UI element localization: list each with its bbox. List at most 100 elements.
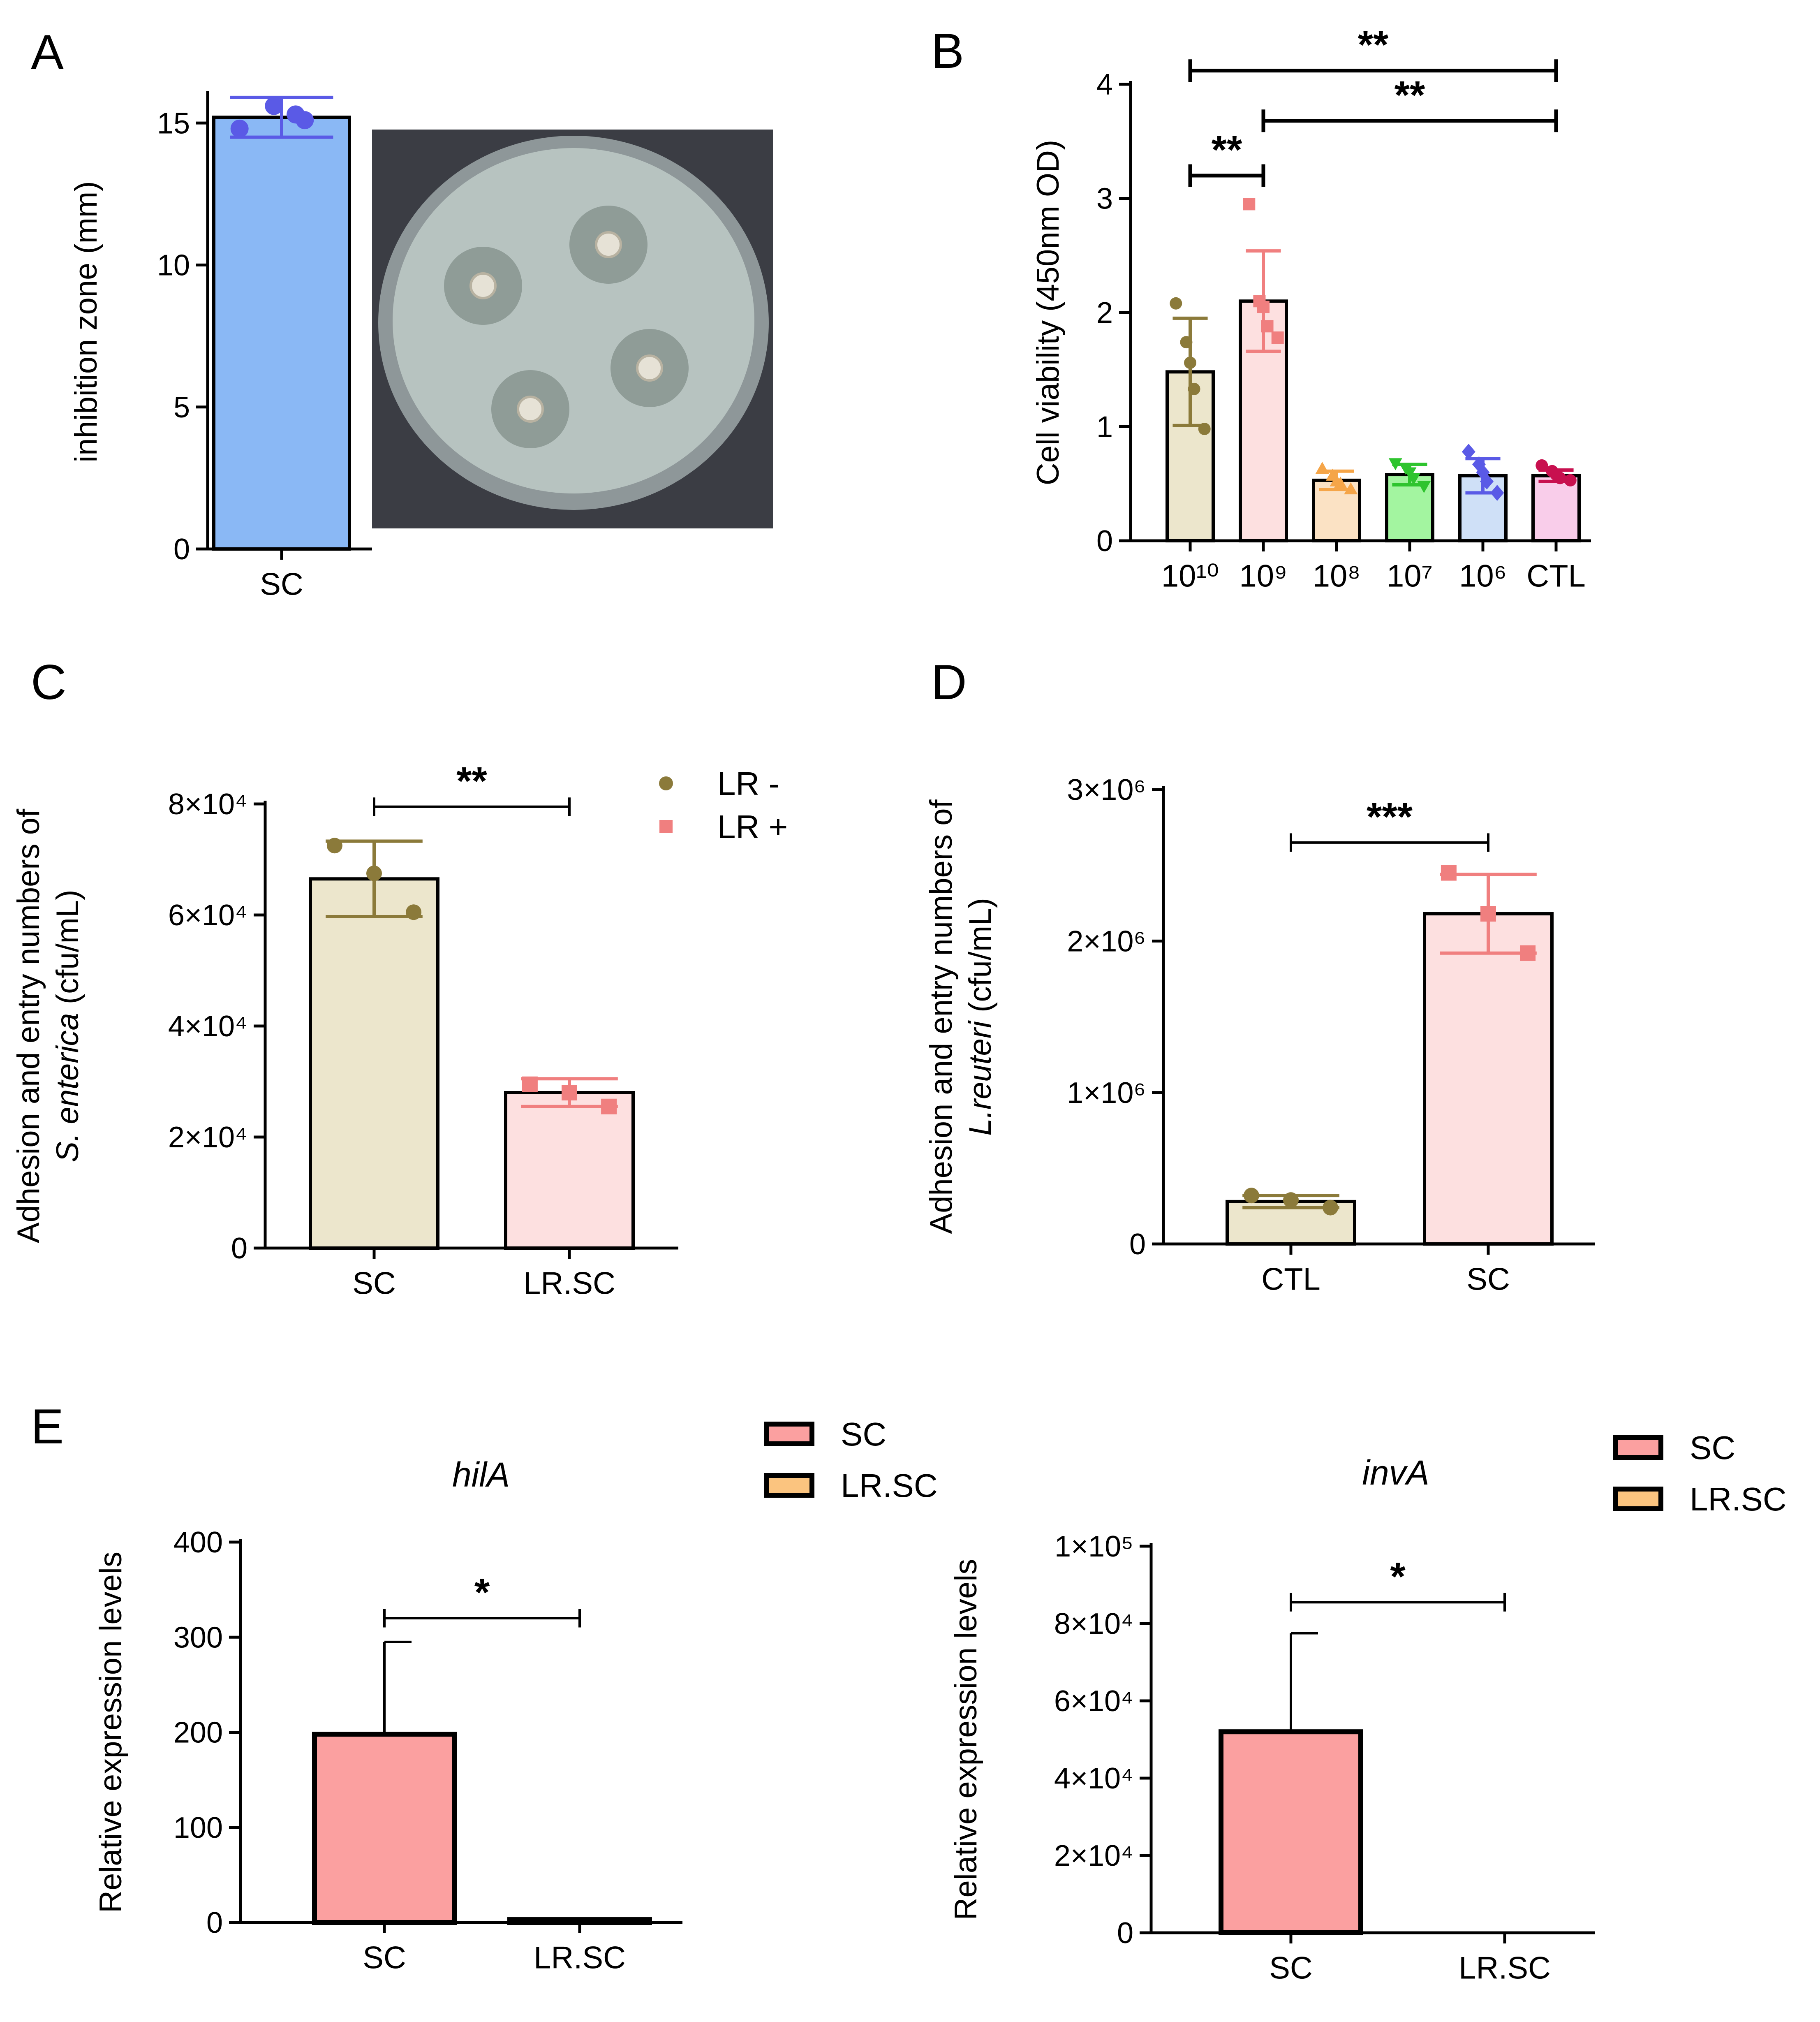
y-tick-label: 4×10⁴ <box>168 1010 247 1043</box>
data-point <box>1334 477 1348 489</box>
y-tick-label: 2×10⁴ <box>1054 1839 1133 1872</box>
data-point <box>1180 336 1193 349</box>
bar <box>1219 1729 1363 1936</box>
y-axis-label: Relative expression levels <box>93 1552 128 1913</box>
chart-hila-expression: 0 100 200 300 400 SC LR.SC Relative expression … <box>93 1416 938 1976</box>
y-tick-label: 300 <box>173 1621 223 1654</box>
y-tick-label: 0 <box>1117 1917 1133 1950</box>
y-tick-label: 2×10⁶ <box>1067 925 1146 958</box>
y-tick-label: 4 <box>1096 68 1113 101</box>
x-tick-label: CTL <box>1526 559 1586 594</box>
y-axis-label: Relative expression levels <box>948 1559 983 1920</box>
y-tick-label: 4×10⁴ <box>1054 1762 1133 1795</box>
well <box>469 272 497 299</box>
y-axis-label: Cell viability (450nm OD) <box>1031 140 1066 485</box>
significance-label: * <box>474 1570 490 1614</box>
x-tick-label: SC <box>363 1941 406 1976</box>
data-point <box>1520 945 1536 961</box>
data-point <box>1407 473 1421 485</box>
x-tick-label: CTL <box>1261 1262 1320 1297</box>
bar <box>309 877 439 1250</box>
chart-title: hilA <box>452 1455 510 1494</box>
y-tick-label: 3 <box>1096 183 1113 215</box>
legend-swatch <box>1613 1487 1663 1511</box>
data-point <box>1261 320 1274 333</box>
y-tick-label: 8×10⁴ <box>1054 1607 1133 1640</box>
panel-letter-d: D <box>931 655 967 710</box>
x-tick-label: 10¹⁰ <box>1161 559 1219 594</box>
data-point <box>562 1085 577 1100</box>
data-point <box>1536 459 1548 472</box>
y-tick-label: 0 <box>206 1906 223 1939</box>
data-point <box>296 111 314 130</box>
chart-s-enterica-adhesion: 0 2×10⁴ 4×10⁴ 6×10⁴ 8×10⁴ SC LR.SC Adhesion and… <box>11 759 788 1301</box>
y-axis-label-species: S. enterica <box>50 1013 85 1162</box>
legend-marker <box>659 820 673 833</box>
x-tick-label: 10⁷ <box>1387 559 1433 594</box>
y-tick-label: 0 <box>231 1232 247 1265</box>
data-point <box>1480 906 1496 922</box>
x-tick-label: LR.SC <box>1459 1951 1551 1986</box>
bar <box>312 1732 457 1925</box>
x-tick-label: 10⁸ <box>1313 559 1361 594</box>
legend-label: LR - <box>717 765 779 802</box>
significance-label: * <box>1390 1554 1406 1598</box>
data-point <box>1243 1188 1259 1204</box>
data-point <box>265 97 283 115</box>
x-tick-label: LR.SC <box>534 1941 626 1976</box>
data-point <box>1323 1200 1339 1216</box>
y-tick-label: 15 <box>157 107 190 140</box>
panel-letter-a: A <box>31 25 64 80</box>
data-point <box>230 119 249 138</box>
data-point <box>326 838 342 854</box>
x-tick-label: SC <box>1466 1262 1510 1297</box>
data-point <box>366 865 382 881</box>
legend-swatch <box>764 1422 814 1446</box>
legend-label: LR.SC <box>841 1467 938 1504</box>
y-tick-label: 8×10⁴ <box>168 788 247 821</box>
data-point <box>1480 473 1494 490</box>
y-tick-label: 5 <box>173 391 190 424</box>
well <box>636 354 663 382</box>
y-tick-label: 2 <box>1096 296 1113 329</box>
chart-inhibition-zone: 0 5 10 15 SC inhibition zone (mm) <box>69 91 773 602</box>
data-point <box>1344 482 1358 495</box>
significance-label: ** <box>1358 23 1389 67</box>
y-axis-label-species: L.reuteri <box>963 1020 998 1136</box>
petri-dish-agar <box>393 148 754 493</box>
data-point <box>1554 472 1566 484</box>
data-point <box>1188 382 1200 395</box>
significance-label: *** <box>1367 795 1413 839</box>
legend-swatch <box>764 1473 814 1498</box>
y-tick-label: 6×10⁴ <box>168 899 247 932</box>
y-tick-label: 200 <box>173 1716 223 1749</box>
y-axis-label-line2: S. enterica (cfu/mL) <box>50 889 85 1162</box>
data-point <box>601 1098 617 1114</box>
legend-label: LR + <box>717 808 788 845</box>
data-point <box>1490 484 1504 501</box>
y-axis-label-line1: Adhesion and entry numbers of <box>924 799 959 1234</box>
y-axis-label-unit: (cfu/mL) <box>963 898 998 1021</box>
y-tick-label: 2×10⁴ <box>168 1121 247 1154</box>
bar <box>504 1091 635 1250</box>
y-tick-label: 100 <box>173 1811 223 1844</box>
legend-label: SC <box>841 1416 886 1452</box>
x-tick-label: SC <box>352 1266 396 1301</box>
data-point <box>1271 331 1284 344</box>
data-point <box>1198 423 1211 435</box>
y-tick-label: 3×10⁶ <box>1067 774 1146 806</box>
data-point <box>1564 474 1577 486</box>
y-tick-label: 400 <box>173 1526 223 1559</box>
x-tick-label: SC <box>260 567 303 602</box>
data-point <box>406 904 422 920</box>
data-point <box>522 1076 538 1092</box>
x-tick-label: 10⁶ <box>1459 559 1507 594</box>
significance-label: ** <box>1212 128 1242 172</box>
y-tick-label: 1×10⁵ <box>1055 1530 1133 1563</box>
well <box>517 396 544 423</box>
y-axis-label-line2: L.reuteri (cfu/mL) <box>963 898 998 1136</box>
significance-label: ** <box>1394 73 1425 117</box>
chart-title: invA <box>1362 1453 1429 1492</box>
y-tick-label: 1 <box>1096 411 1113 444</box>
